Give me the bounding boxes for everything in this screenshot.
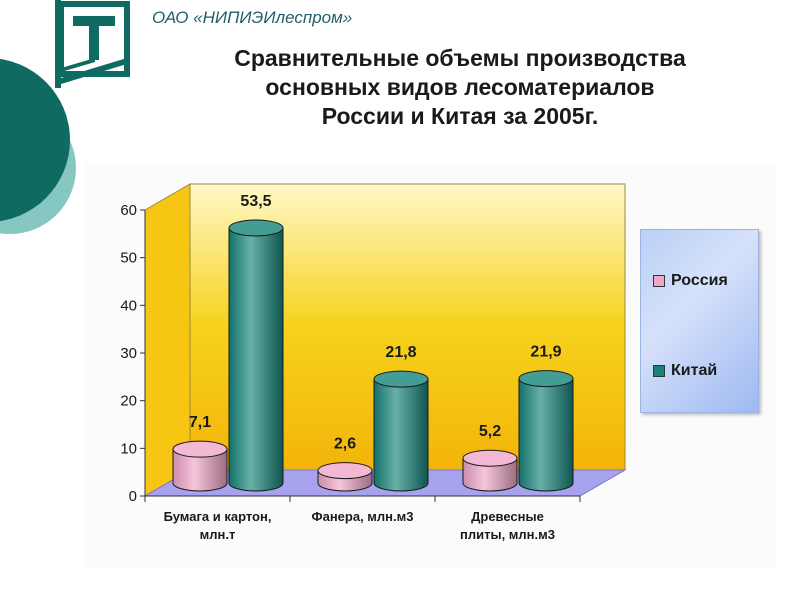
legend-label-russia: Россия [671,272,728,289]
x-category-label: Древесные [471,509,544,524]
legend-label-china: Китай [671,362,718,379]
y-tick-label: 50 [120,250,137,267]
bar-body [518,378,574,492]
data-label: 5,2 [479,423,501,440]
bar-top [317,462,373,480]
bar-top [228,219,284,237]
bar-body [172,448,228,492]
bar-body [462,457,518,492]
legend-swatch-china [653,365,665,377]
data-label: 7,1 [189,414,211,431]
chart-legend: Россия Китай [640,229,759,413]
company-logo [55,0,133,88]
title-line-3: России и Китая за 2005г. [321,103,599,129]
data-label: 2,6 [334,436,356,453]
title-line-1: Сравнительные объемы производства [234,45,686,71]
bar-top [373,370,429,388]
bar-top [462,449,518,467]
bar-china-1 [373,370,429,492]
x-category-label: Фанера, млн.м3 [312,509,414,524]
title-line-2: основных видов лесоматериалов [265,74,655,100]
bar-top [172,440,228,458]
legend-item-russia: Россия [653,272,728,290]
data-label: 21,9 [530,344,561,361]
data-label: 21,8 [385,344,416,361]
bar-chart: 0 10 20 30 40 50 60 7,1 53,5 Бумага и картон, млн.… [120,183,627,542]
bar-china-2 [518,370,574,492]
bar-russia-1 [317,462,373,492]
bar-russia-0 [172,440,228,492]
x-category-label: Бумага и картон, [164,509,272,524]
data-label: 53,5 [240,193,271,210]
legend-swatch-russia [653,275,665,287]
chart-title: Сравнительные объемы производства основн… [140,44,780,131]
dark-circle-shape [0,58,70,222]
bar-china-0 [228,219,284,492]
legend-item-china: Китай [653,362,717,380]
bar-top [518,370,574,388]
y-tick-label: 10 [120,440,137,457]
x-category-label: плиты, млн.м3 [460,527,555,542]
bar-russia-2 [462,449,518,492]
x-category-label: млн.т [200,527,236,542]
organization-name: ОАО «НИПИЭИлеспром» [152,8,353,27]
bar-body [228,227,284,492]
y-tick-label: 30 [120,345,137,362]
y-tick-label: 60 [120,202,137,219]
y-tick-label: 40 [120,297,137,314]
bar-body [373,378,429,492]
y-tick-label: 0 [129,488,137,505]
y-tick-label: 20 [120,393,137,410]
